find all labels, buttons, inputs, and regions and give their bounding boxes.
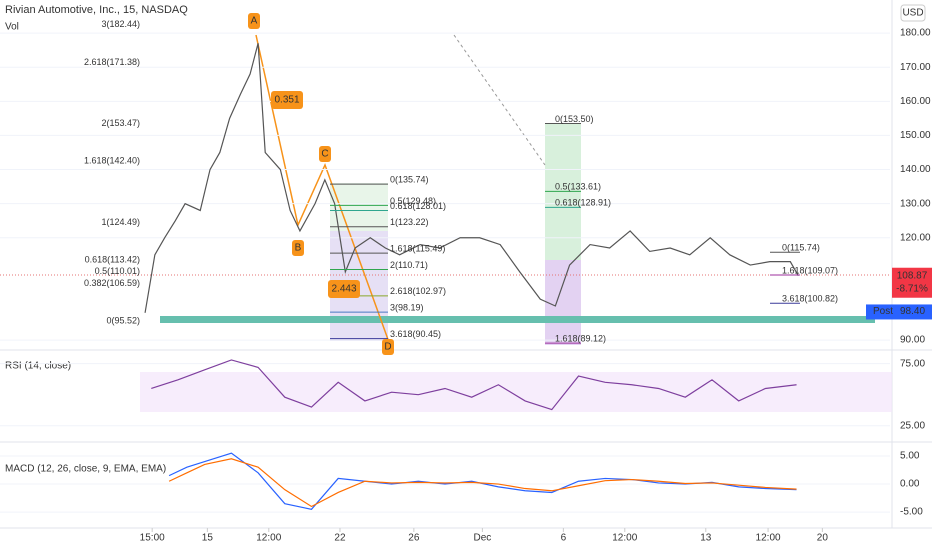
y-tick-label: 0.00 xyxy=(900,479,920,490)
fib-label: 2.618(102.97) xyxy=(390,286,446,296)
x-tick-label: 12:00 xyxy=(756,533,781,544)
ratio-label: 2.443 xyxy=(331,284,356,295)
pattern-point-box xyxy=(248,13,260,29)
rsi-band xyxy=(140,372,892,412)
x-tick-label: 26 xyxy=(408,533,420,544)
fib-label: 0(153.50) xyxy=(555,114,594,124)
x-tick-label: 13 xyxy=(700,533,712,544)
y-tick-label: 140.00 xyxy=(900,164,931,175)
chart-title: Rivian Automotive, Inc., 15, NASDAQ xyxy=(5,4,188,16)
y-tick-label: 170.00 xyxy=(900,62,931,73)
post-box xyxy=(866,304,932,320)
series-line xyxy=(168,458,797,508)
pattern-line xyxy=(255,34,391,346)
fib-label: 3(98.19) xyxy=(390,303,424,313)
fib-zone xyxy=(330,183,388,231)
pattern-point-box xyxy=(382,339,394,355)
y-tick-label: 75.00 xyxy=(900,358,925,369)
fib-label: 0.618(128.91) xyxy=(555,198,611,208)
y-tick-label: 120.00 xyxy=(900,232,931,243)
fib-label: 0.382(106.59) xyxy=(84,278,140,288)
pattern-point: B xyxy=(295,243,302,254)
y-tick-label: 180.00 xyxy=(900,28,931,39)
pattern-point: C xyxy=(321,149,328,160)
fib-label: 0.618(113.42) xyxy=(85,255,140,265)
x-tick-label: 15 xyxy=(202,533,214,544)
series-line xyxy=(144,43,799,313)
x-tick-label: Dec xyxy=(473,533,491,544)
x-tick-label: 15:00 xyxy=(140,533,165,544)
fib-label: 0(115.74) xyxy=(782,243,820,253)
y-tick-label: 25.00 xyxy=(900,420,925,431)
y-tick-label: -5.00 xyxy=(900,507,923,518)
fib-label: 1(124.49) xyxy=(101,217,140,227)
y-tick-label: 150.00 xyxy=(900,130,931,141)
x-tick-label: 22 xyxy=(334,533,346,544)
fib-label: 3.618(100.82) xyxy=(782,294,838,304)
y-tick-label: 160.00 xyxy=(900,96,931,107)
fib-label: 0.5(133.61) xyxy=(555,182,601,192)
pattern-point-box xyxy=(319,146,331,162)
projection xyxy=(453,34,546,166)
rsi-title: RSI (14, close) xyxy=(5,361,71,372)
vol-label: Vol xyxy=(5,22,19,33)
last-price: 108.87 xyxy=(897,270,928,281)
fib-label: 1.618(89.12) xyxy=(555,333,606,343)
last-price-box xyxy=(892,267,932,298)
fib-label: 0(95.52) xyxy=(106,316,140,326)
fib-label: 3.618(90.45) xyxy=(390,329,441,339)
series-line xyxy=(151,359,797,411)
fib-label: 0.618(128.01) xyxy=(390,201,446,211)
y-tick-label: 90.00 xyxy=(900,335,925,346)
fib-label: 3(182.44) xyxy=(101,19,140,29)
ratio-box xyxy=(271,91,303,109)
fib-zone xyxy=(545,260,581,345)
y-tick-label: 5.00 xyxy=(900,451,920,462)
pattern-point-box xyxy=(292,240,304,256)
macd-title: MACD (12, 26, close, 9, EMA, EMA) xyxy=(5,464,166,475)
fib-label: 0(135.74) xyxy=(390,174,429,184)
fib-label: 1(123.22) xyxy=(390,217,429,227)
fib-label: 2(110.71) xyxy=(390,260,428,270)
currency[interactable]: USD xyxy=(902,8,923,19)
pattern-point: D xyxy=(384,342,391,353)
x-tick-label: 6 xyxy=(561,533,567,544)
x-tick-label: 12:00 xyxy=(256,533,281,544)
price-change: -8.71% xyxy=(896,283,928,294)
x-tick-label: 12:00 xyxy=(612,533,637,544)
currency-box[interactable] xyxy=(900,4,926,22)
fib-label: 1.618(142.40) xyxy=(84,156,140,166)
fib-label: 2(153.47) xyxy=(101,118,140,128)
fib-label: 2.618(171.38) xyxy=(84,57,140,67)
ratio-box xyxy=(328,280,360,298)
fib-label: 1.618(109.07) xyxy=(782,265,838,275)
fib-label: 0.5(110.01) xyxy=(95,266,140,276)
y-tick-label: 130.00 xyxy=(900,198,931,209)
fib-zone xyxy=(545,124,581,260)
fib-label: 1.618(115.49) xyxy=(390,244,445,254)
pattern-point: A xyxy=(251,16,258,27)
post-price: 98.40 xyxy=(900,306,925,317)
ratio-label: 0.351 xyxy=(274,95,299,106)
post-label: Post xyxy=(873,306,893,317)
fib-label: 0.5(129.48) xyxy=(390,196,436,206)
x-tick-label: 20 xyxy=(817,533,829,544)
support-zone xyxy=(160,316,875,323)
